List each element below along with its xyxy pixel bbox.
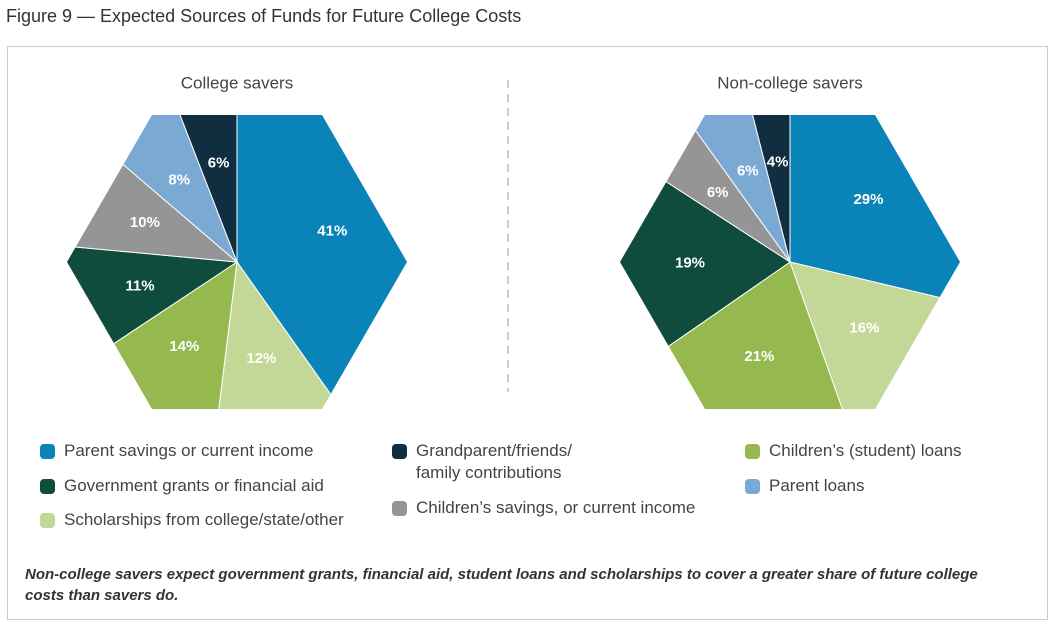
legend-label: Children’s (student) loans	[769, 441, 962, 460]
data-label: 29%	[853, 191, 883, 208]
pie-title: College savers	[181, 73, 293, 92]
legend-item: Children’s savings, or current income	[392, 497, 736, 519]
legend-item: Parent savings or current income	[40, 440, 384, 462]
slice	[67, 237, 239, 407]
legend-item: Grandparent/friends/ family contribution…	[392, 440, 606, 484]
caption: Non-college savers expect government gra…	[25, 566, 978, 604]
legend-item: Scholarships from college/state/other	[40, 509, 384, 531]
data-label: 11%	[125, 277, 154, 294]
frame	[7, 46, 1048, 620]
legend-marker	[392, 444, 407, 459]
legend-marker	[40, 444, 55, 459]
slice	[620, 261, 878, 409]
legend-marker	[40, 513, 55, 528]
legend-label: Grandparent/friends/ family contribution…	[416, 441, 572, 482]
data-label: 21%	[744, 348, 774, 365]
data-label: 14%	[169, 338, 199, 355]
data-label: 8%	[168, 171, 190, 188]
legend-label: Parent savings or current income	[64, 441, 314, 460]
legend-label: Children’s savings, or current income	[416, 498, 696, 517]
slice	[236, 115, 407, 409]
data-label: 16%	[849, 320, 879, 337]
legend-label: Government grants or financial aid	[64, 476, 324, 495]
slice	[142, 115, 238, 263]
pie-title: Non-college savers	[717, 73, 863, 92]
slice	[725, 115, 791, 263]
legend-label: Parent loans	[769, 476, 865, 495]
legend-item: Parent loans	[745, 475, 1060, 497]
data-label: 6%	[707, 184, 729, 201]
legend-item: Government grants or financial aid	[40, 475, 384, 497]
legend-label: Scholarships from college/state/other	[64, 510, 344, 529]
data-label: 19%	[675, 255, 705, 272]
legend-marker	[392, 501, 407, 516]
data-label: 6%	[737, 162, 759, 179]
slice	[67, 115, 238, 263]
legend-marker	[745, 479, 760, 494]
data-label: 12%	[246, 350, 276, 367]
data-label: 41%	[317, 223, 347, 240]
slice	[637, 115, 791, 263]
figure-title: Figure 9 — Expected Sources of Funds for…	[6, 6, 522, 26]
slice	[204, 260, 388, 409]
data-label: 4%	[767, 154, 789, 171]
legend-marker	[745, 444, 760, 459]
legend-marker	[40, 479, 55, 494]
data-label: 6%	[208, 155, 230, 172]
legend-item: Children’s (student) loans	[745, 440, 1060, 462]
data-label: 10%	[130, 214, 160, 231]
slice	[620, 119, 791, 409]
